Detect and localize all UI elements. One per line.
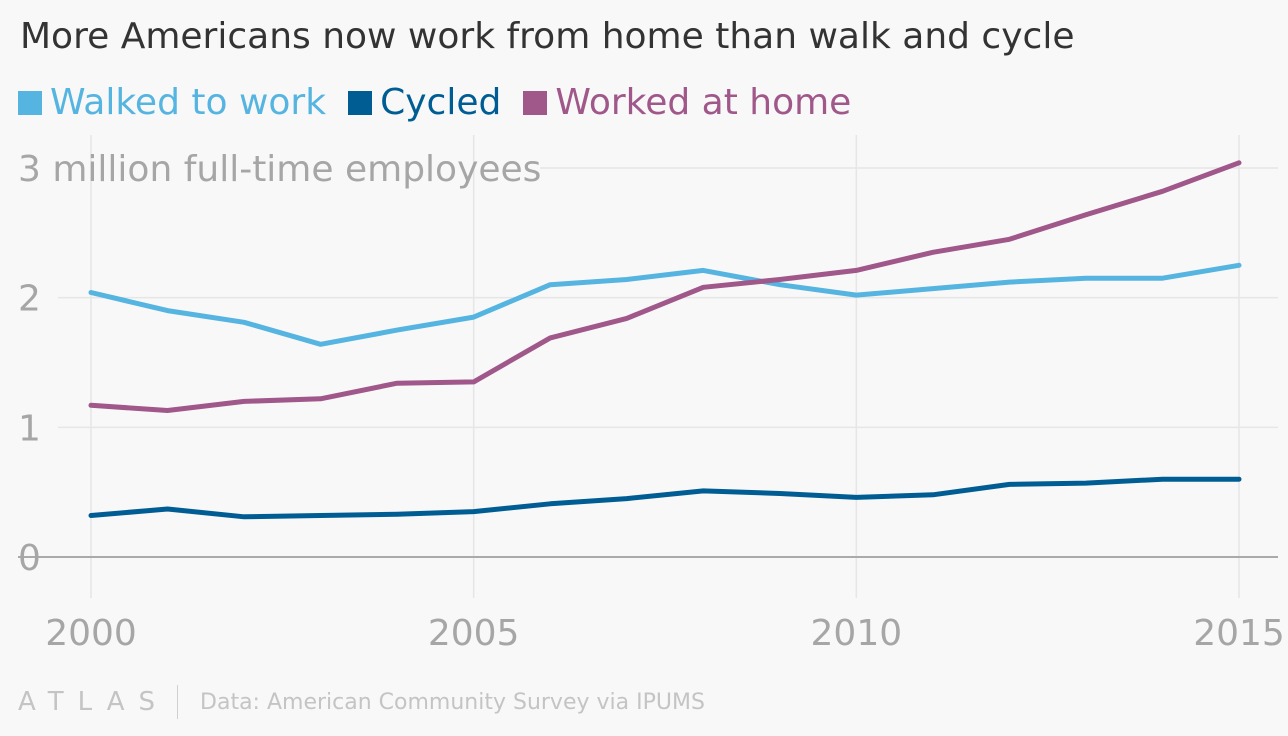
legend-label-home: Worked at home	[555, 82, 852, 123]
legend-item-cycled: Cycled	[348, 82, 501, 123]
series-line-walked	[88, 262, 1242, 347]
x-tick-label-2000: 2000	[45, 613, 137, 654]
x-tick-label-2015: 2015	[1193, 613, 1285, 654]
legend-swatch-walked	[18, 90, 42, 115]
legend-item-walked: Walked to work	[18, 82, 326, 123]
series-line-cycled	[88, 476, 1242, 520]
legend-item-home: Worked at home	[523, 82, 851, 123]
y-tick-label-2: 2	[18, 279, 41, 320]
footer: ATLAS Data: American Community Survey vi…	[18, 685, 705, 719]
chart-title: More Americans now work from home than w…	[20, 16, 1075, 57]
y-tick-label-3: 3 million full-time employees	[18, 149, 541, 190]
legend: Walked to work Cycled Worked at home	[18, 82, 873, 123]
y-tick-label-1: 1	[18, 408, 41, 449]
x-tick-label-2005: 2005	[428, 613, 520, 654]
legend-label-walked: Walked to work	[50, 82, 327, 123]
legend-label-cycled: Cycled	[380, 82, 502, 123]
atlas-logo: ATLAS	[18, 687, 170, 717]
source-note: Data: American Community Survey via IPUM…	[200, 689, 705, 715]
x-tick-label-2010: 2010	[811, 613, 903, 654]
y-tick-label-0: 0	[18, 538, 41, 579]
legend-swatch-home	[523, 90, 548, 115]
tick-label-layer: 0 1 2 3 million full-time employees 2000 2005…	[18, 149, 1285, 654]
series-line-home	[88, 160, 1242, 413]
legend-swatch-cycled	[348, 90, 373, 115]
footer-divider	[177, 685, 179, 719]
grid-layer	[18, 135, 1278, 598]
series-layer	[88, 160, 1242, 520]
